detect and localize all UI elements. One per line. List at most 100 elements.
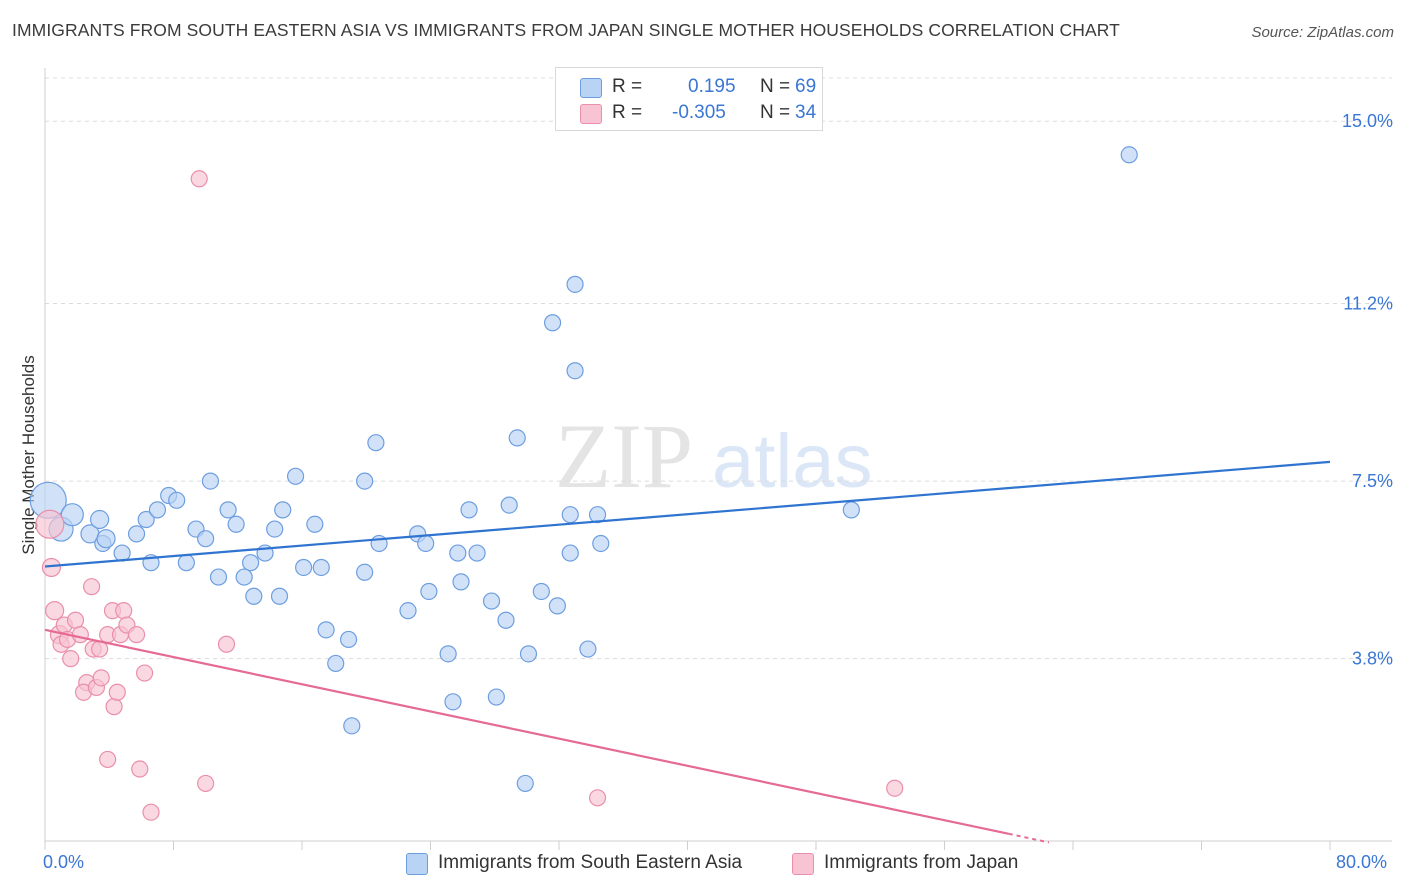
point-south-eastern-asia — [548, 597, 566, 615]
point-south-eastern-asia — [566, 362, 584, 380]
point-south-eastern-asia — [343, 717, 361, 735]
point-japan — [588, 789, 607, 807]
point-south-eastern-asia — [209, 568, 228, 586]
point-south-eastern-asia — [460, 501, 478, 519]
point-south-eastern-asia — [274, 501, 292, 519]
chart-title: IMMIGRANTS FROM SOUTH EASTERN ASIA VS IM… — [12, 20, 1120, 40]
point-south-eastern-asia — [487, 688, 505, 706]
point-south-eastern-asia — [482, 592, 501, 610]
point-south-eastern-asia — [312, 558, 330, 577]
point-south-eastern-asia — [137, 510, 155, 529]
point-south-eastern-asia — [60, 503, 84, 527]
legend-r-value: 0.195 — [688, 76, 736, 97]
series-japan — [35, 170, 904, 821]
legend-swatch-blue — [580, 78, 602, 98]
legend-r-value: -0.305 — [672, 102, 726, 123]
stats-legend: R = 0.195 N = 69 R = -0.305 N = 34 — [555, 67, 823, 131]
point-south-eastern-asia — [306, 515, 324, 533]
point-south-eastern-asia — [356, 563, 374, 581]
point-south-eastern-asia — [468, 544, 486, 562]
point-south-eastern-asia — [588, 506, 607, 524]
point-south-eastern-asia — [367, 434, 385, 452]
point-south-eastern-asia — [266, 520, 284, 538]
point-south-eastern-asia — [90, 509, 110, 530]
legend-label: Immigrants from South Eastern Asia — [438, 852, 743, 873]
legend-swatch-blue — [406, 853, 428, 875]
point-japan — [135, 664, 154, 682]
legend-label: Immigrants from Japan — [824, 852, 1019, 873]
point-south-eastern-asia — [356, 472, 374, 490]
point-south-eastern-asia — [420, 582, 438, 601]
watermark-zip: ZIP — [555, 405, 693, 507]
point-japan — [127, 626, 146, 644]
point-japan — [92, 669, 110, 687]
point-japan — [45, 601, 65, 621]
point-south-eastern-asia — [245, 587, 263, 605]
point-japan — [115, 602, 133, 620]
legend-n-label: N = — [760, 102, 791, 123]
point-south-eastern-asia — [449, 544, 467, 562]
legend-n-value: 69 — [795, 76, 817, 97]
point-south-eastern-asia — [177, 554, 195, 572]
point-south-eastern-asia — [439, 645, 457, 663]
point-south-eastern-asia — [242, 554, 260, 572]
point-japan — [82, 578, 101, 596]
point-japan — [217, 635, 236, 653]
point-japan — [197, 774, 215, 793]
point-south-eastern-asia — [444, 693, 462, 711]
point-south-eastern-asia — [295, 558, 313, 577]
watermark-atlas: atlas — [712, 419, 873, 504]
point-japan — [62, 650, 80, 668]
point-south-eastern-asia — [399, 602, 417, 620]
point-south-eastern-asia — [579, 640, 597, 658]
point-japan — [71, 626, 89, 644]
point-south-eastern-asia — [339, 630, 358, 649]
point-japan — [886, 779, 904, 797]
point-japan — [190, 170, 208, 188]
point-south-eastern-asia — [317, 621, 335, 639]
trend-line-japan — [44, 628, 1009, 835]
y-tick-labels: 3.8% 7.5% 11.2% 15.0% — [1342, 111, 1393, 668]
legend-swatch-pink — [580, 104, 602, 124]
trend-line-japan-extension — [1008, 832, 1050, 844]
point-south-eastern-asia — [327, 654, 345, 673]
point-south-eastern-asia — [452, 573, 470, 591]
legend-r-label: R = — [612, 76, 643, 97]
point-south-eastern-asia — [417, 534, 435, 553]
point-south-eastern-asia — [113, 544, 131, 562]
point-south-eastern-asia — [566, 275, 584, 293]
point-south-eastern-asia — [592, 534, 610, 553]
y-tick-label: 11.2% — [1343, 294, 1393, 314]
point-south-eastern-asia — [96, 529, 116, 549]
point-south-eastern-asia — [516, 774, 534, 793]
y-tick-label: 15.0% — [1342, 111, 1393, 131]
point-south-eastern-asia — [168, 491, 186, 509]
y-tick-label: 7.5% — [1352, 471, 1393, 491]
y-tick-label: 3.8% — [1352, 649, 1393, 669]
point-south-eastern-asia — [148, 501, 167, 519]
trend-lines — [44, 460, 1331, 844]
point-south-eastern-asia — [270, 587, 289, 605]
point-south-eastern-asia — [500, 496, 518, 514]
point-japan — [66, 611, 85, 629]
trend-line-south-eastern-asia — [44, 460, 1331, 568]
point-japan — [105, 698, 123, 716]
point-south-eastern-asia — [201, 472, 220, 490]
point-south-eastern-asia — [561, 544, 579, 562]
axes — [44, 68, 1392, 850]
x-tick-label-min: 0.0% — [43, 852, 85, 872]
point-south-eastern-asia — [543, 314, 562, 332]
legend-n-value: 34 — [795, 102, 817, 123]
point-south-eastern-asia — [219, 501, 237, 519]
point-south-eastern-asia — [497, 611, 515, 629]
point-south-eastern-asia — [561, 506, 579, 524]
x-tick-label-max: 80.0% — [1336, 852, 1388, 872]
point-japan — [131, 760, 149, 778]
legend-r-label: R = — [612, 102, 643, 123]
legend-n-label: N = — [760, 76, 791, 97]
point-south-eastern-asia — [842, 501, 860, 519]
point-south-eastern-asia — [235, 568, 253, 586]
point-japan — [142, 803, 160, 821]
legend-swatch-pink — [792, 853, 814, 875]
